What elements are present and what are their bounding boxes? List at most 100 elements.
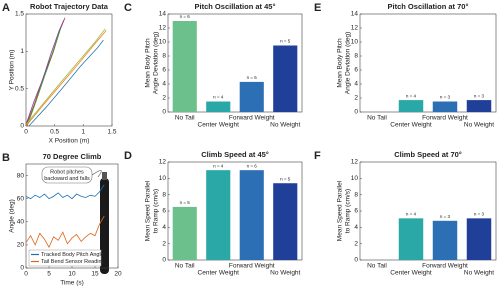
y-tick-label: 4 bbox=[162, 81, 166, 88]
panel-label: E bbox=[314, 2, 321, 14]
chart-title: Climb Speed at 45° bbox=[201, 150, 269, 159]
y-axis-label: Angle Deviation (deg) bbox=[345, 32, 352, 95]
y-tick-label: 8 bbox=[354, 53, 358, 60]
y-tick-label: 0 bbox=[354, 109, 358, 116]
x-tick-label: Center Weight bbox=[198, 270, 240, 277]
bar-annotation: n = 6 bbox=[247, 75, 258, 80]
series-line bbox=[28, 39, 104, 127]
bar bbox=[239, 81, 264, 112]
bar bbox=[172, 21, 197, 112]
y-tick-label: 6 bbox=[162, 208, 166, 215]
y-axis-label: to Ramp (cm/s) bbox=[153, 189, 160, 233]
x-tick-label: 1.5 bbox=[107, 129, 116, 136]
x-tick-label: 10 bbox=[68, 271, 76, 278]
chart-title: Climb Speed at 70° bbox=[394, 150, 462, 159]
y-axis-label: Mean Speed Parallel bbox=[145, 180, 152, 241]
x-tick-label: Forward Weight bbox=[422, 263, 468, 270]
bar bbox=[466, 218, 492, 260]
panel-label: D bbox=[124, 150, 132, 162]
y-tick-label: 12 bbox=[159, 159, 167, 166]
y-tick-label: 6 bbox=[354, 67, 358, 74]
y-tick-label: 4 bbox=[162, 224, 166, 231]
bar bbox=[239, 170, 264, 260]
bar-annotation: n = 3 bbox=[474, 93, 485, 98]
y-tick-label: 12 bbox=[159, 25, 167, 32]
y-tick-label: 12 bbox=[351, 159, 359, 166]
legend-label: Tracked Body Pitch Angle bbox=[41, 252, 104, 258]
panel-label: A bbox=[2, 2, 10, 14]
annotation: Robot pitches bbox=[50, 169, 84, 175]
series-line bbox=[25, 19, 65, 125]
y-axis-label: to Ramp (cm/s) bbox=[345, 189, 352, 233]
x-tick-label: Forward Weight bbox=[229, 115, 275, 122]
bar-annotation: n = 4 bbox=[213, 163, 224, 168]
bar-annotation: n = 6 bbox=[180, 14, 191, 19]
bar bbox=[172, 206, 197, 260]
y-axis-label: Mean Body Pitch bbox=[337, 38, 344, 88]
panel-label: C bbox=[124, 2, 132, 14]
x-axis-label: X Position (m) bbox=[49, 138, 90, 145]
y-axis-label: Angle (deg) bbox=[9, 199, 16, 233]
annotation-arrow bbox=[91, 170, 102, 178]
plot-frame bbox=[359, 13, 497, 113]
series-line bbox=[25, 215, 105, 249]
y-tick-label: 10 bbox=[351, 39, 359, 46]
y-tick-label: 0 bbox=[354, 257, 358, 264]
bar-annotation: n = 5 bbox=[280, 176, 291, 181]
series-line bbox=[25, 184, 105, 200]
y-tick-label: 2 bbox=[162, 95, 166, 102]
bar-annotation: n = 3 bbox=[440, 214, 451, 219]
chart-title: Pitch Oscillation at 70° bbox=[388, 2, 469, 11]
annotation: backward and falls bbox=[44, 176, 90, 182]
y-tick-label: 2 bbox=[162, 240, 166, 247]
bar bbox=[432, 220, 458, 260]
x-tick-label: Center Weight bbox=[390, 270, 432, 277]
y-tick-label: 0 bbox=[162, 257, 166, 264]
y-tick-label: 10 bbox=[351, 175, 359, 182]
bar bbox=[273, 183, 298, 260]
y-axis-label: Mean Body Pitch bbox=[145, 38, 152, 88]
y-tick-label: 0 bbox=[20, 265, 24, 272]
y-tick-label: 4 bbox=[354, 224, 358, 231]
x-axis-label: Time (s) bbox=[60, 280, 84, 287]
x-tick-label: 1 bbox=[82, 129, 86, 136]
y-tick-label: 2 bbox=[354, 95, 358, 102]
y-tick-label: 2 bbox=[354, 240, 358, 247]
bar bbox=[398, 100, 424, 112]
x-tick-label: Forward Weight bbox=[229, 263, 275, 270]
bar-annotation: n = 5 bbox=[180, 200, 191, 205]
y-tick-label: 10 bbox=[159, 175, 167, 182]
x-tick-label: No Tail bbox=[367, 263, 387, 270]
panel-label: B bbox=[2, 152, 10, 164]
y-tick-label: 1.5 bbox=[15, 11, 24, 18]
bar bbox=[466, 100, 492, 112]
y-tick-label: 0 bbox=[20, 123, 24, 130]
y-tick-label: 8 bbox=[162, 191, 166, 198]
x-tick-label: 0 bbox=[24, 129, 28, 136]
plot-frame bbox=[167, 13, 303, 113]
x-tick-label: Forward Weight bbox=[422, 115, 468, 122]
y-tick-label: 4 bbox=[354, 81, 358, 88]
y-tick-label: 20 bbox=[17, 242, 25, 249]
bar bbox=[206, 170, 231, 260]
bar bbox=[206, 101, 231, 112]
bar-annotation: n = 3 bbox=[474, 212, 485, 217]
bar-annotation: n = 3 bbox=[440, 95, 451, 100]
x-tick-label: 0.5 bbox=[50, 129, 59, 136]
legend-label: Tail Bend Sensor Reading bbox=[41, 259, 105, 265]
panel-label: F bbox=[314, 150, 321, 162]
y-tick-label: 8 bbox=[162, 53, 166, 60]
y-tick-label: 14 bbox=[159, 11, 167, 18]
y-axis-label: Mean Speed Parallel bbox=[337, 180, 344, 241]
y-axis-label: Y Position (m) bbox=[9, 50, 16, 91]
y-tick-label: 6 bbox=[354, 208, 358, 215]
robot-tail bbox=[102, 172, 107, 180]
x-tick-label: Center Weight bbox=[390, 122, 432, 129]
bar-annotation: n = 4 bbox=[406, 212, 417, 217]
chart-title: Robot Trajectory Data bbox=[30, 2, 109, 11]
x-tick-label: Center Weight bbox=[198, 122, 240, 129]
y-tick-label: 12 bbox=[351, 25, 359, 32]
x-tick-label: No Weight bbox=[464, 122, 494, 129]
x-tick-label: 15 bbox=[91, 271, 99, 278]
